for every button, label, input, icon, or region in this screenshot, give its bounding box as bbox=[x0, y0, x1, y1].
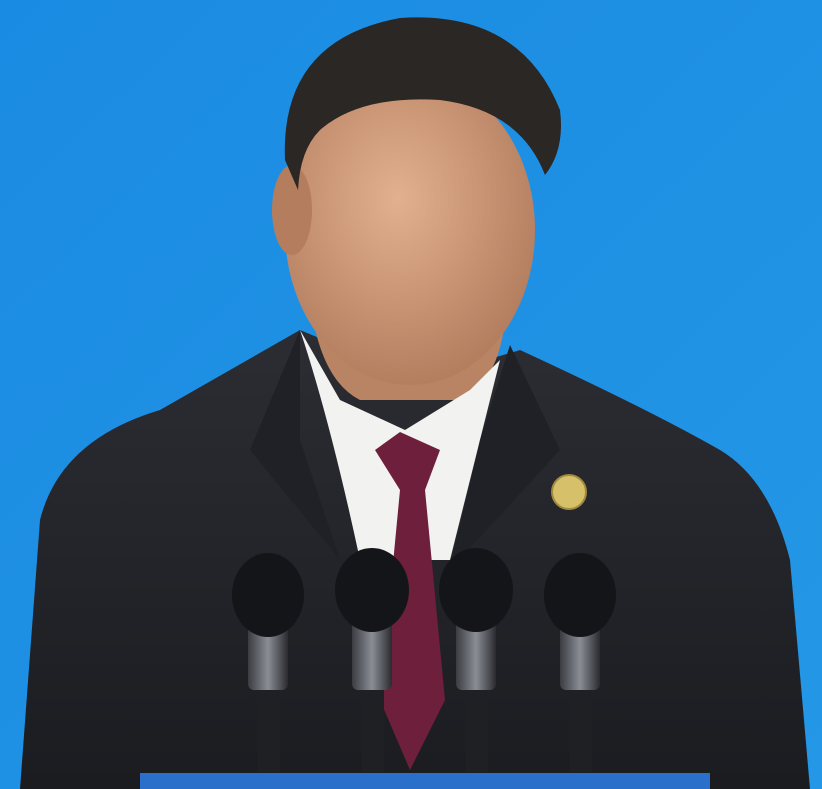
hair bbox=[284, 17, 561, 190]
ear bbox=[272, 165, 312, 255]
microphone bbox=[232, 553, 304, 789]
lapel-left bbox=[250, 330, 340, 560]
tie bbox=[375, 432, 445, 770]
podium bbox=[140, 773, 710, 789]
microphone bbox=[439, 548, 513, 789]
head bbox=[285, 75, 535, 385]
lapel-right bbox=[450, 345, 560, 570]
microphone bbox=[335, 548, 409, 789]
microphones bbox=[232, 548, 616, 789]
lapel-pin bbox=[551, 474, 587, 510]
microphone bbox=[544, 553, 616, 789]
